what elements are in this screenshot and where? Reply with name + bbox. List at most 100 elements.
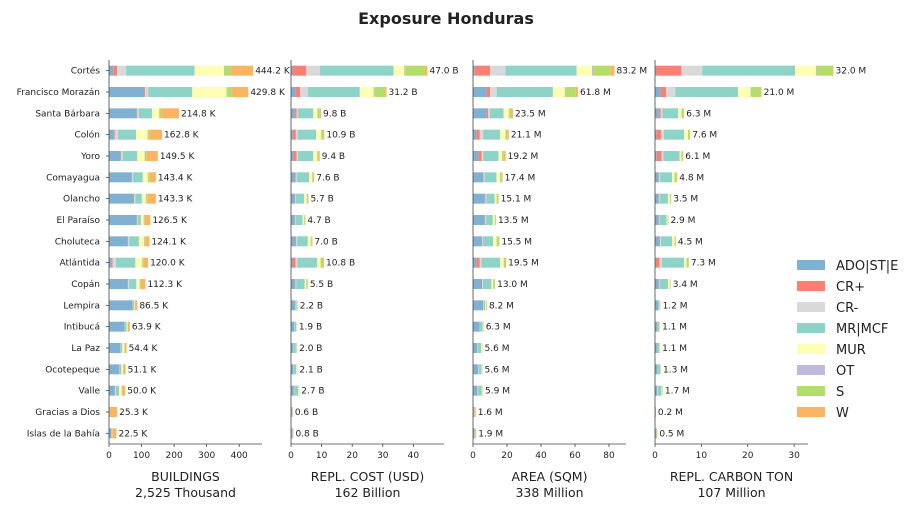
panel-1-bar-yoro-ado-st-e — [109, 151, 120, 161]
panel-1-bar-cortes-cr — [117, 66, 126, 76]
category-label-colon: Colón — [74, 130, 100, 141]
panel-2-bar-el-paraiso-mur — [303, 215, 305, 225]
panel-1-bar-colon-cr — [115, 130, 118, 140]
panel-4-x-axis-label: REPL. CARBON TON — [670, 469, 793, 484]
panel-1-x-tick-label-300: 300 — [198, 451, 215, 461]
panel-4-bar-islas-de-la-bahia-w — [656, 428, 657, 438]
panel-3-bar-cortes-mr-mcf — [505, 66, 576, 76]
panel-2-bar-cortes-mur — [394, 66, 405, 76]
panel-3-x-tick-label-20: 20 — [501, 451, 513, 461]
panel-3-bar-copan-mr-mcf — [483, 279, 492, 289]
panel-1-bar-copan-mr-mcf — [129, 279, 136, 289]
panel-3-bar-valle-cr — [478, 386, 479, 396]
legend-label-ot: OT — [836, 364, 854, 379]
panel-2-bar-santa-barbara-w — [320, 108, 321, 118]
panel-3-bar-comayagua-mr-mcf — [485, 172, 497, 182]
panel-4-total-label-francisco-morazan: 21.0 M — [764, 88, 795, 98]
panel-3-bar-copan-s — [493, 279, 494, 289]
panel-2-bar-santa-barbara-cr — [297, 108, 299, 118]
panel-3-bar-el-paraiso-cr — [485, 215, 486, 225]
panel-3-total-label-ocotepeque: 5.6 M — [485, 365, 510, 375]
legend-swatch-cr — [797, 281, 825, 291]
panel-3-bar-olancho-s — [497, 194, 499, 204]
panel-4-x-tick-label-20: 20 — [742, 451, 754, 461]
category-label-ocotepeque: Ocotepeque — [45, 365, 100, 375]
panel-3-bar-lempira-w — [486, 300, 487, 310]
panel-2-bar-santa-barbara-ado-st-e — [291, 108, 295, 118]
panel-1-bar-yoro-cr — [120, 151, 121, 161]
panel-4-bar-yoro-s — [681, 151, 682, 161]
panel-3-bar-choluteca-cr — [482, 236, 483, 246]
panel-4-bar-la-paz-mr-mcf — [657, 343, 659, 353]
category-label-lempira: Lempira — [63, 301, 100, 311]
panel-1-bar-colon-cr — [114, 130, 115, 140]
panel-3-bar-colon-ado-st-e — [473, 130, 476, 140]
panel-1-bar-la-paz-ado-st-e — [109, 343, 120, 353]
panel-4-bar-cortes-mur — [795, 66, 816, 76]
panel-4-bar-valle-mr-mcf — [658, 386, 662, 396]
panel-4-bar-santa-barbara-cr — [661, 108, 663, 118]
panel-3-total-label-comayagua: 17.4 M — [505, 173, 536, 183]
panel-2-bar-choluteca-s — [311, 236, 312, 246]
panel-3-bar-copan-cr — [482, 279, 483, 289]
panel-2-bar-choluteca-w — [312, 236, 313, 246]
panel-1-total-label-intibuca: 63.9 K — [132, 323, 162, 333]
panel-1-bar-ocotepeque-mur — [121, 364, 123, 374]
panel-3-bar-santa-barbara-s — [509, 108, 511, 118]
panel-2-total-label-francisco-morazan: 31.2 B — [388, 88, 417, 98]
panel-1-bar-valle-ado-st-e — [109, 386, 115, 396]
legend-label-mr-mcf: MR|MCF — [836, 322, 888, 337]
panel-2-bar-atlantida-cr — [293, 258, 296, 268]
panel-1-bar-yoro-s — [145, 151, 147, 161]
panel-4-bar-francisco-morazan-cr — [661, 87, 667, 97]
panel-3-bar-la-paz-ado-st-e — [473, 343, 477, 353]
category-label-olancho: Olancho — [63, 195, 100, 205]
panel-4-bar-colon-mur — [684, 130, 688, 140]
panel-1-bar-ocotepeque-mr-mcf — [120, 364, 122, 374]
panel-3-bar-yoro-cr — [482, 151, 484, 161]
panel-3-bar-yoro-w — [504, 151, 506, 161]
panel-1-x-axis-label: BUILDINGS — [151, 469, 220, 484]
panel-3-bar-choluteca-s — [497, 236, 499, 246]
panel-2-bar-el-paraiso-ado-st-e — [291, 215, 295, 225]
panel-2-bar-francisco-morazan-mur — [360, 87, 374, 97]
panel-1-bar-cortes-ado-st-e — [109, 66, 113, 76]
panel-1-bar-el-paraiso-cr — [137, 215, 138, 225]
panel-2-bar-ocotepeque-mur — [296, 364, 297, 374]
panel-3-bar-olancho-mur — [495, 194, 497, 204]
panel-2-total-label-cortes: 47.0 B — [429, 67, 458, 77]
panel-3-total-label-santa-barbara: 23.5 M — [515, 109, 546, 119]
panel-2-total-label-copan: 5.5 B — [310, 280, 333, 290]
panel-2-bar-yoro-mur — [313, 151, 317, 161]
panel-3-bar-atlantida-w — [505, 258, 506, 268]
panel-2-bar-atlantida-s — [321, 258, 323, 268]
panel-4-total-label-cortes: 32.0 M — [836, 67, 867, 77]
panel-4-bar-choluteca-mur — [672, 236, 674, 246]
panel-1-total-label-cortes: 444.2 K — [255, 67, 291, 77]
panel-3-bar-francisco-morazan-ado-st-e — [473, 87, 487, 97]
panel-4-total-label-copan: 3.4 M — [673, 280, 698, 290]
legend-swatch-mr-mcf — [797, 323, 825, 333]
panel-4-total-label-atlantida: 7.3 M — [691, 259, 716, 269]
panel-1-bar-colon-w — [149, 130, 162, 140]
legend-swatch-w — [797, 407, 825, 417]
panel-3-bar-santa-barbara-mr-mcf — [490, 108, 504, 118]
panel-1-bar-colon-ado-st-e — [109, 130, 114, 140]
panel-2-bar-comayagua-s — [312, 172, 313, 182]
panel-4-total-label-el-paraiso: 2.9 M — [670, 216, 695, 226]
panel-2-bar-la-paz-s — [296, 343, 297, 353]
panel-4-total-label-choluteca: 4.5 M — [678, 237, 703, 247]
panel-2-bar-olancho-ado-st-e — [291, 194, 295, 204]
category-label-francisco-morazan: Francisco Morazán — [17, 88, 100, 98]
panel-1-bar-copan-mur — [136, 279, 139, 289]
panel-1-bar-atlantida-mur — [135, 258, 142, 268]
panel-3-bar-cortes-cr — [490, 66, 505, 76]
panel-1-bar-santa-barbara-cr — [137, 108, 139, 118]
panel-3-bar-santa-barbara-mur — [504, 108, 509, 118]
panel-4-bar-atlantida-cr — [656, 258, 660, 268]
panel-2-bar-el-paraiso-mr-mcf — [296, 215, 303, 225]
panel-1-bar-comayagua-mr-mcf — [133, 172, 143, 182]
panel-2-bar-olancho-s — [307, 194, 308, 204]
panel-1-bar-atlantida-w — [144, 258, 148, 268]
panel-4-bar-copan-ado-st-e — [655, 279, 659, 289]
